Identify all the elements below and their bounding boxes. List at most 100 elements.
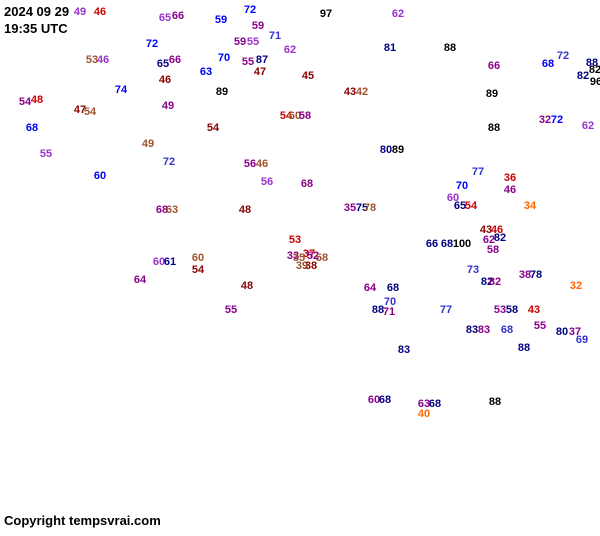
data-point: 72 (557, 50, 569, 62)
data-point: 68 (26, 122, 38, 134)
data-point: 66 (426, 238, 438, 250)
timestamp-header: 2024 09 29 19:35 UTC (4, 4, 69, 38)
data-point: 66 (488, 60, 500, 72)
data-point: 65 (157, 58, 169, 70)
data-point: 72 (163, 156, 175, 168)
data-point: 49 (142, 138, 154, 150)
data-point: 60 (192, 252, 204, 264)
data-point: 83 (478, 324, 490, 336)
data-point: 58 (506, 304, 518, 316)
data-point: 45 (302, 70, 314, 82)
data-point: 71 (383, 306, 395, 318)
data-point: 68 (429, 398, 441, 410)
data-point: 56 (261, 176, 273, 188)
data-point: 82 (577, 70, 589, 82)
data-point: 80 (556, 326, 568, 338)
data-point: 88 (518, 342, 530, 354)
data-point: 68 (542, 58, 554, 70)
data-point: 74 (115, 84, 127, 96)
data-point: 73 (467, 264, 479, 276)
data-point: 72 (244, 4, 256, 16)
data-point: 61 (164, 256, 176, 268)
data-point: 68 (501, 324, 513, 336)
data-point: 43 (344, 86, 356, 98)
data-point: 32 (539, 114, 551, 126)
data-point: 68 (441, 238, 453, 250)
data-point: 89 (216, 86, 228, 98)
time-text: 19:35 UTC (4, 21, 69, 38)
data-point: 43 (528, 304, 540, 316)
data-point: 55 (534, 320, 546, 332)
data-point: 66 (172, 10, 184, 22)
data-point: 55 (247, 36, 259, 48)
data-point: 62 (392, 8, 404, 20)
data-point: 81 (384, 42, 396, 54)
data-point: 97 (320, 8, 332, 20)
data-point: 58 (487, 244, 499, 256)
data-point: 49 (162, 100, 174, 112)
data-point: 68 (387, 282, 399, 294)
data-point: 82 (589, 64, 600, 76)
data-point: 83 (466, 324, 478, 336)
data-point: 77 (440, 304, 452, 316)
data-point: 55 (242, 56, 254, 68)
data-point: 88 (489, 396, 501, 408)
data-point: 65 (159, 12, 171, 24)
data-point: 82 (494, 232, 506, 244)
data-point: 58 (299, 110, 311, 122)
date-text: 2024 09 29 (4, 4, 69, 21)
data-point: 46 (94, 6, 106, 18)
data-point: 68 (379, 394, 391, 406)
data-point: 59 (215, 14, 227, 26)
data-point: 96 (590, 76, 600, 88)
data-point: 54 (207, 122, 219, 134)
data-point: 54 (465, 200, 477, 212)
data-point: 80 (380, 144, 392, 156)
data-point: 63 (166, 204, 178, 216)
data-point: 42 (356, 86, 368, 98)
data-point: 46 (97, 54, 109, 66)
data-point: 78 (530, 269, 542, 281)
data-point: 32 (570, 280, 582, 292)
data-point: 59 (252, 20, 264, 32)
data-point: 70 (218, 52, 230, 64)
data-point: 47 (254, 66, 266, 78)
data-point: 62 (284, 44, 296, 56)
data-point: 46 (256, 158, 268, 170)
data-point: 77 (472, 166, 484, 178)
data-point: 89 (392, 144, 404, 156)
data-point: 46 (159, 74, 171, 86)
data-point: 69 (576, 334, 588, 346)
data-point: 40 (418, 408, 430, 420)
data-point: 54 (84, 106, 96, 118)
data-point: 72 (551, 114, 563, 126)
data-point: 87 (256, 54, 268, 66)
data-point: 35 (344, 202, 356, 214)
data-point: 53 (494, 304, 506, 316)
data-point: 55 (225, 304, 237, 316)
data-point: 82 (489, 276, 501, 288)
data-point: 66 (169, 54, 181, 66)
data-point: 56 (244, 158, 256, 170)
data-point: 63 (200, 66, 212, 78)
data-point: 71 (269, 30, 281, 42)
data-point: 48 (31, 94, 43, 106)
data-point: 49 (74, 6, 86, 18)
data-point: 48 (241, 280, 253, 292)
data-point: 62 (582, 120, 594, 132)
data-point: 54 (192, 264, 204, 276)
data-point: 48 (239, 204, 251, 216)
copyright-text: Copyright tempsvrai.com (4, 513, 161, 528)
data-point: 59 (234, 36, 246, 48)
data-point: 89 (486, 88, 498, 100)
data-point: 72 (146, 38, 158, 50)
copyright-footer: Copyright tempsvrai.com (4, 513, 161, 528)
data-point: 83 (398, 344, 410, 356)
data-point: 54 (19, 96, 31, 108)
data-point: 70 (456, 180, 468, 192)
data-point: 78 (364, 202, 376, 214)
data-point: 58 (316, 252, 328, 264)
data-point: 60 (94, 170, 106, 182)
data-point: 88 (488, 122, 500, 134)
data-point: 46 (504, 184, 516, 196)
